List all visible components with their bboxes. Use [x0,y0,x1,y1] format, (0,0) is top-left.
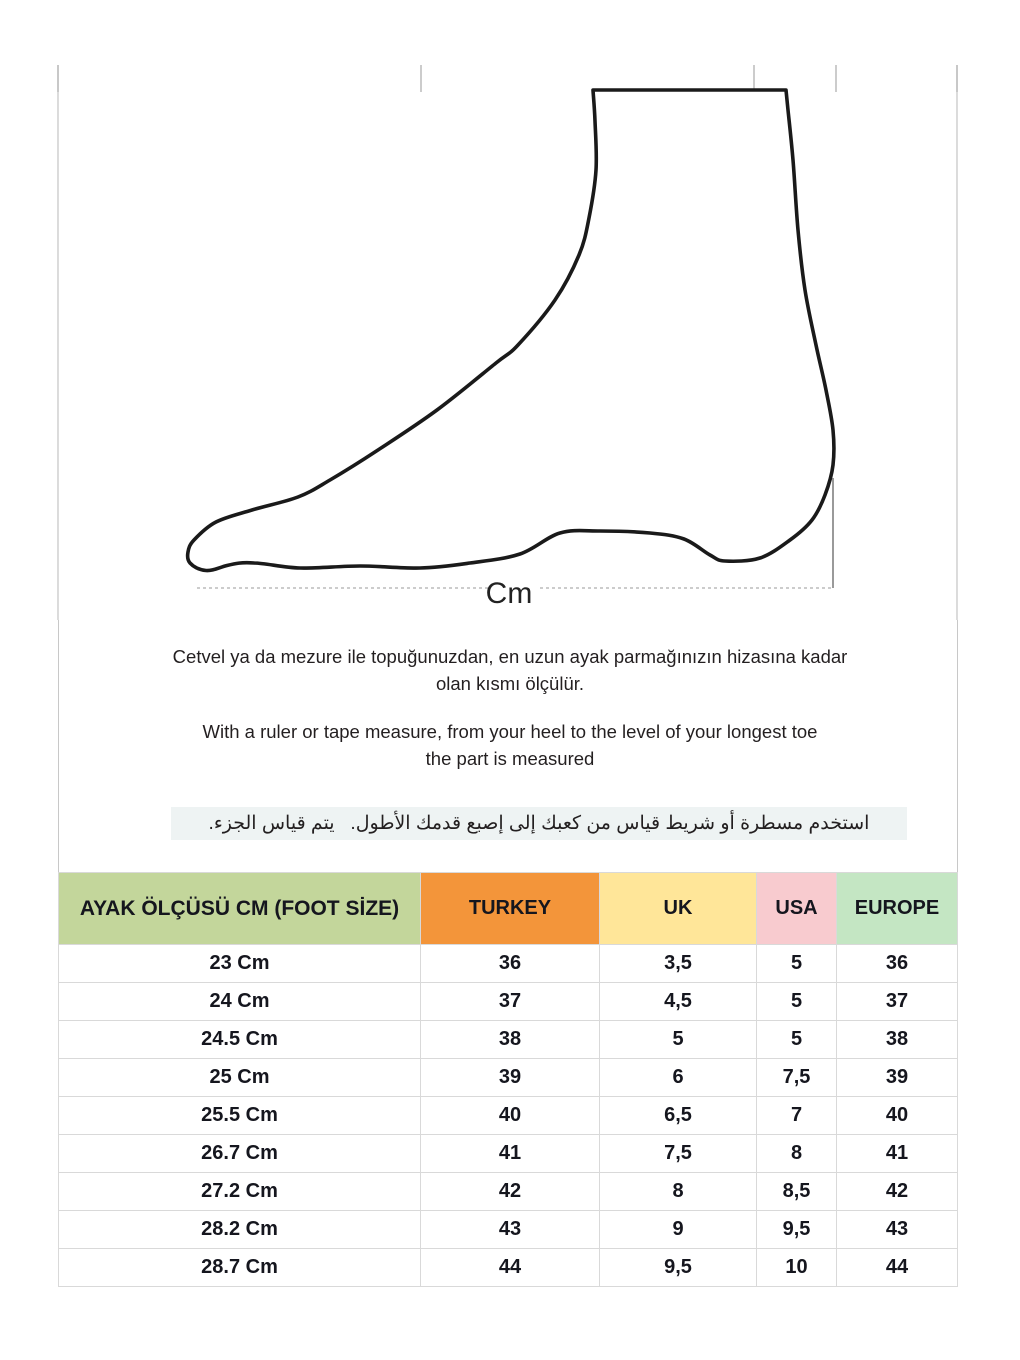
svg-text:Cm: Cm [486,577,533,610]
